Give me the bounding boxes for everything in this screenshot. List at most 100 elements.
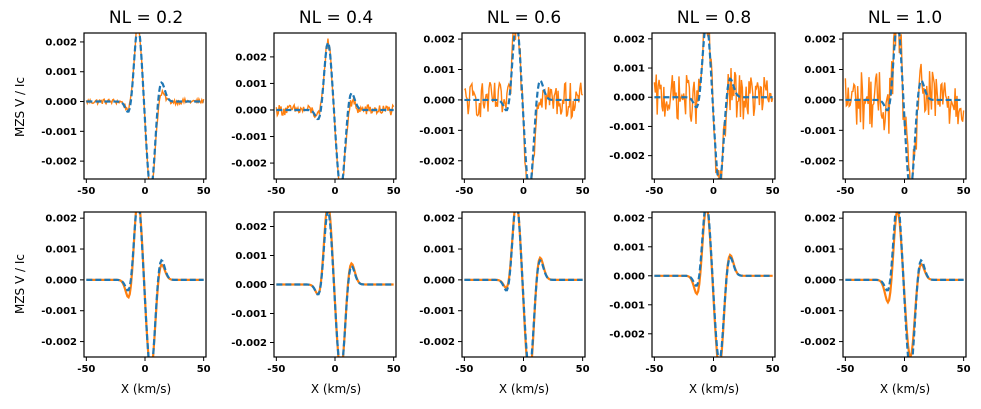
- x-tick-label: -50: [836, 186, 854, 197]
- y-tick-label: 0.000: [45, 275, 77, 286]
- title-nl-0-4: NL = 0.4: [299, 8, 373, 28]
- y-tick-label: -0.002: [231, 338, 267, 349]
- y-tick-label: -0.002: [609, 151, 645, 162]
- y-tick-label: 0.002: [423, 35, 455, 46]
- panel-r1-c1: 0.002 0.001 0.000 -0.001 -0.002 -50 0 50: [231, 211, 401, 375]
- panel-r0-c4: 0.002 0.001 0.000 -0.001 -0.002 -50 0 50: [800, 32, 971, 197]
- series-true-profile-r1-c0: [86, 212, 204, 357]
- series-true-profile-r0-c1: [276, 39, 394, 179]
- y-tick-label: -0.001: [231, 132, 267, 143]
- y-tick-label: 0.000: [804, 275, 836, 286]
- y-tick-label: 0.001: [45, 245, 77, 256]
- axes-frame: [83, 32, 207, 180]
- panel-r1-c0: 0.002 0.001 0.000 -0.001 -0.002 -50 0 50: [41, 211, 211, 375]
- x-tick-label: 0: [710, 364, 717, 375]
- series-true-profile-r1-c2: [464, 212, 583, 357]
- axes-frame: [273, 32, 397, 180]
- x-axis-label-col-2: X (km/s): [311, 382, 361, 396]
- y-tick-label: 0.000: [235, 105, 267, 116]
- panel-r0-c0: 0.002 0.001 0.000 -0.001 -0.002 -50 0 50: [41, 32, 211, 197]
- y-axis-label-bottom: MZS V / Ic: [13, 254, 27, 314]
- title-nl-0-6: NL = 0.6: [487, 8, 561, 28]
- x-tick-label: 0: [142, 186, 149, 197]
- x-tick-label: 50: [197, 186, 211, 197]
- series-true-profile-r1-c3: [654, 212, 773, 357]
- y-tick-label: 0.000: [235, 280, 267, 291]
- x-axis-label-col-4: X (km/s): [689, 382, 739, 396]
- x-axis-label-col-3: X (km/s): [499, 382, 549, 396]
- y-tick-label: 0.001: [804, 65, 836, 76]
- y-tick-label: -0.002: [800, 156, 836, 167]
- x-axis-label-col-1: X (km/s): [121, 382, 171, 396]
- x-tick-label: -50: [267, 186, 285, 197]
- x-tick-label: -50: [267, 364, 285, 375]
- y-tick-label: -0.001: [231, 309, 267, 320]
- x-tick-label: -50: [455, 186, 473, 197]
- y-tick-label: 0.000: [804, 95, 836, 106]
- x-tick-label: 0: [901, 186, 908, 197]
- x-tick-label: -50: [645, 186, 663, 197]
- y-tick-label: 0.002: [804, 214, 836, 225]
- series-true-profile-r0-c0: [86, 33, 204, 179]
- title-nl-1-0: NL = 1.0: [868, 8, 942, 28]
- y-tick-label: -0.002: [609, 329, 645, 340]
- x-tick-label: 0: [901, 364, 908, 375]
- series-true-profile-r1-c1: [276, 212, 394, 357]
- y-tick-label: 0.001: [423, 65, 455, 76]
- y-tick-label: 0.002: [45, 214, 77, 225]
- x-tick-label: -50: [836, 364, 854, 375]
- x-axis-label-col-5: X (km/s): [880, 382, 930, 396]
- y-tick-label: -0.002: [419, 337, 455, 348]
- title-nl-0-8: NL = 0.8: [677, 8, 751, 28]
- y-axis-label-top: MZS V / Ic: [13, 77, 27, 137]
- x-tick-label: 0: [710, 186, 717, 197]
- y-tick-label: -0.002: [231, 159, 267, 170]
- panel-r1-c2: 0.002 0.001 0.000 -0.001 -0.002 -50 0 50: [419, 211, 590, 375]
- y-tick-label: 0.001: [613, 242, 645, 253]
- y-tick-label: 0.000: [613, 271, 645, 282]
- panel-r0-c3: 0.002 0.001 0.000 -0.001 -0.002 -50 0 50: [609, 32, 780, 197]
- y-tick-label: 0.000: [613, 93, 645, 104]
- x-tick-label: -50: [455, 364, 473, 375]
- y-tick-label: 0.002: [235, 222, 267, 233]
- x-tick-label: 0: [142, 364, 149, 375]
- y-tick-label: 0.001: [804, 245, 836, 256]
- panel-r1-c3: 0.002 0.001 0.000 -0.001 -0.002 -50 0 50: [609, 211, 780, 375]
- series-reconstruction-r0-c2: [464, 33, 584, 179]
- y-tick-label: -0.001: [41, 306, 77, 317]
- y-tick-label: -0.001: [800, 126, 836, 137]
- x-tick-label: 50: [766, 364, 780, 375]
- x-tick-label: 0: [332, 364, 339, 375]
- y-tick-label: 0.002: [613, 213, 645, 224]
- y-tick-label: 0.002: [804, 35, 836, 46]
- x-tick-label: 50: [576, 364, 590, 375]
- y-tick-label: 0.001: [613, 64, 645, 75]
- x-tick-label: 50: [387, 364, 401, 375]
- x-tick-label: 0: [332, 186, 339, 197]
- y-tick-label: -0.002: [41, 337, 77, 348]
- y-tick-label: 0.002: [235, 52, 267, 63]
- y-tick-label: -0.002: [419, 156, 455, 167]
- x-tick-label: 50: [387, 186, 401, 197]
- y-tick-label: -0.001: [609, 122, 645, 133]
- panel-r1-c4: 0.002 0.001 0.000 -0.001 -0.002 -50 0 50: [800, 211, 971, 375]
- panel-r0-c1: 0.002 0.001 0.000 -0.001 -0.002 -50 0 50: [231, 32, 401, 197]
- y-tick-label: 0.001: [45, 67, 77, 78]
- column-titles: NL = 0.2 NL = 0.4 NL = 0.6 NL = 0.8 NL =…: [109, 8, 942, 28]
- panel-r0-c2: 0.002 0.001 0.000 -0.001 -0.002 -50 0 50: [419, 32, 590, 197]
- y-tick-label: 0.002: [45, 37, 77, 48]
- y-tick-label: 0.001: [235, 251, 267, 262]
- y-tick-label: 0.001: [235, 79, 267, 90]
- y-tick-label: 0.002: [423, 214, 455, 225]
- y-tick-label: -0.001: [800, 306, 836, 317]
- y-tick-label: -0.001: [419, 126, 455, 137]
- y-tick-label: 0.000: [45, 97, 77, 108]
- x-tick-label: 0: [520, 186, 527, 197]
- y-tick-label: -0.001: [419, 306, 455, 317]
- axis-labels: MZS V / Ic MZS V / Ic X (km/s) X (km/s) …: [13, 77, 930, 396]
- x-tick-label: 50: [957, 364, 971, 375]
- y-tick-label: 0.000: [423, 275, 455, 286]
- x-tick-label: -50: [77, 186, 95, 197]
